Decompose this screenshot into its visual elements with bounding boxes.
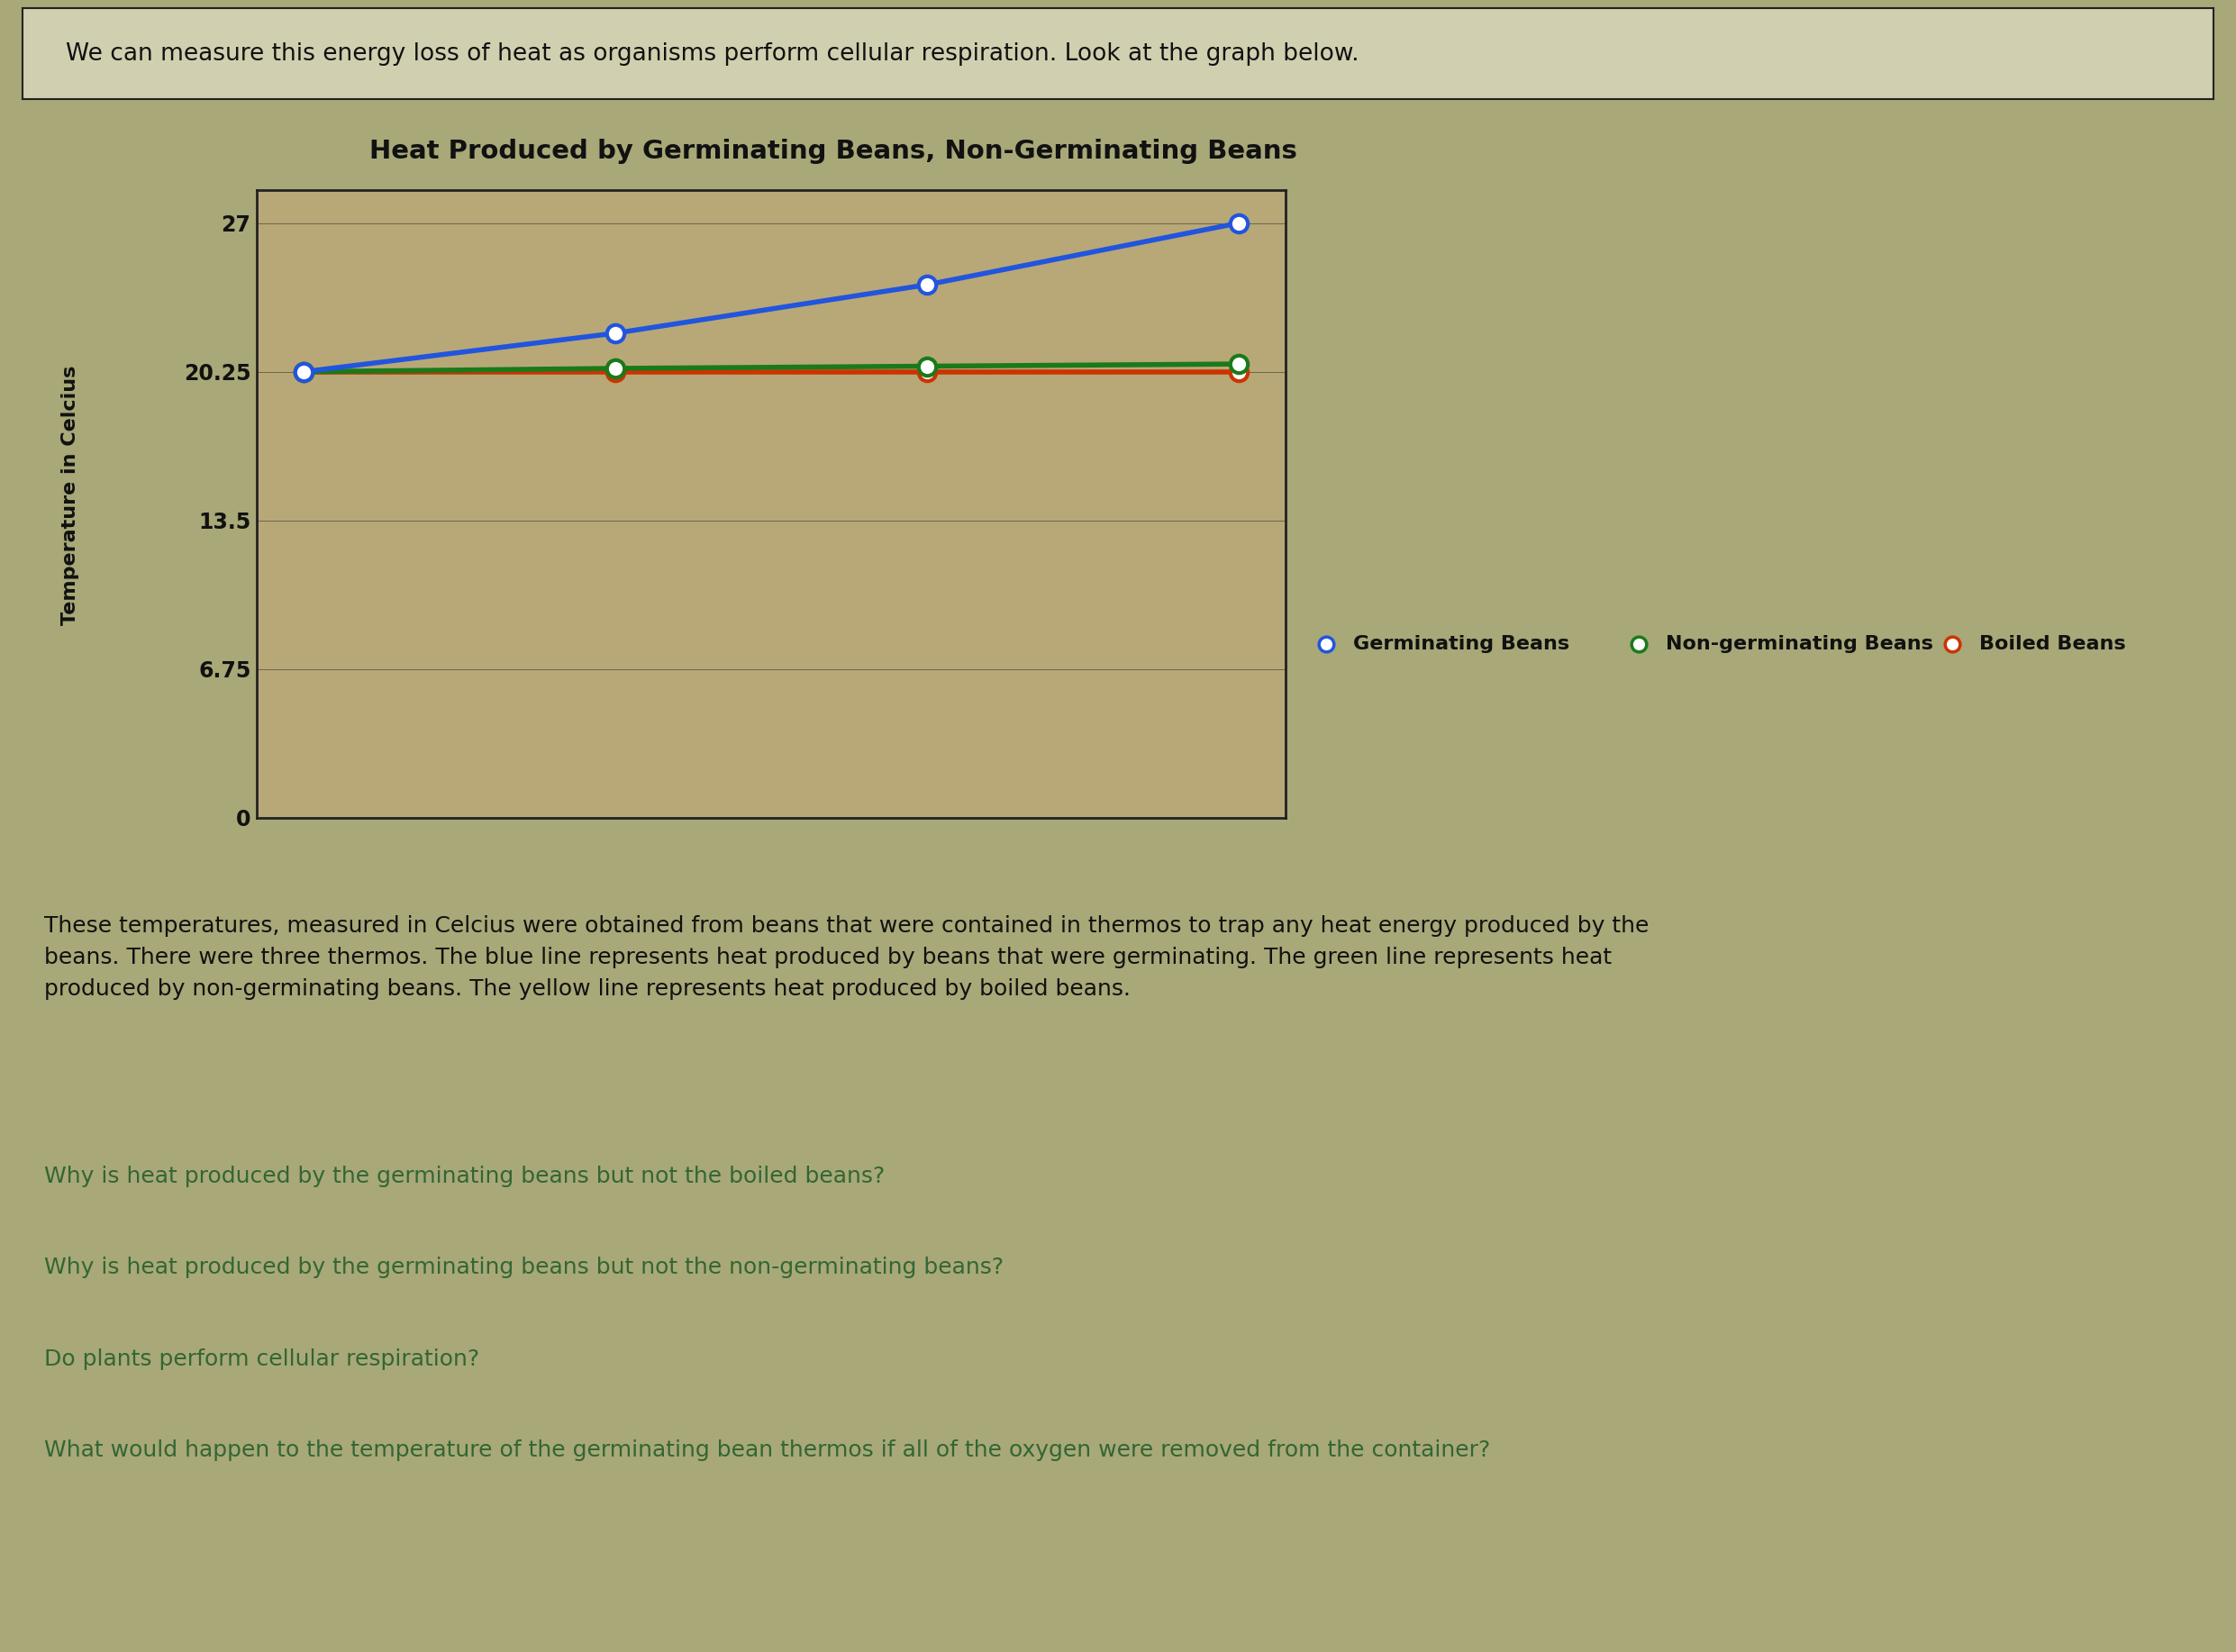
- Text: We can measure this energy loss of heat as organisms perform cellular respiratio: We can measure this energy loss of heat …: [67, 41, 1359, 66]
- Text: These temperatures, measured in Celcius were obtained from beans that were conta: These temperatures, measured in Celcius …: [45, 915, 1650, 999]
- Text: Boiled Beans: Boiled Beans: [1979, 636, 2126, 653]
- Text: and Boiled Beans Over Time: and Boiled Beans Over Time: [624, 206, 1042, 231]
- Text: Do plants perform cellular respiration?: Do plants perform cellular respiration?: [45, 1348, 479, 1370]
- Text: Temperature in Celcius: Temperature in Celcius: [63, 365, 80, 626]
- Text: Why is heat produced by the germinating beans but not the boiled beans?: Why is heat produced by the germinating …: [45, 1166, 885, 1188]
- Text: Non-germinating Beans: Non-germinating Beans: [1666, 636, 1934, 653]
- Text: Why is heat produced by the germinating beans but not the non-germinating beans?: Why is heat produced by the germinating …: [45, 1257, 1004, 1279]
- Text: What would happen to the temperature of the germinating bean thermos if all of t: What would happen to the temperature of …: [45, 1439, 1491, 1460]
- Text: Heat Produced by Germinating Beans, Non-Germinating Beans: Heat Produced by Germinating Beans, Non-…: [369, 139, 1297, 164]
- Text: Germinating Beans: Germinating Beans: [1353, 636, 1570, 653]
